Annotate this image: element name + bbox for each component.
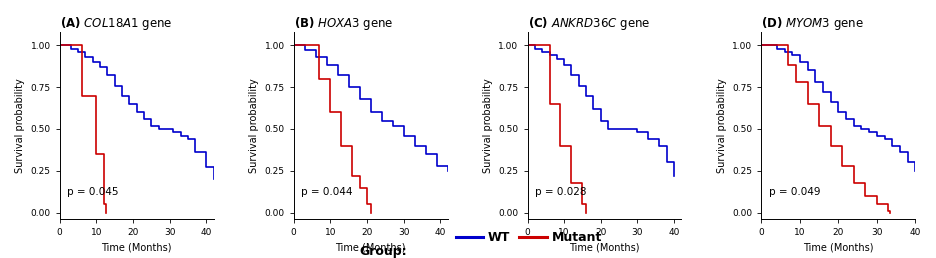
Text: p = 0.049: p = 0.049 (769, 187, 821, 197)
Legend: WT, Mutant: WT, Mutant (450, 226, 607, 249)
Y-axis label: Survival probability: Survival probability (717, 78, 726, 173)
Y-axis label: Survival probability: Survival probability (15, 78, 25, 173)
Text: Group:: Group: (359, 245, 407, 258)
Text: $\bf{(C)}$ $\it{ANKRD36C}$ gene: $\bf{(C)}$ $\it{ANKRD36C}$ gene (528, 15, 650, 32)
X-axis label: Time (Months): Time (Months) (101, 243, 172, 253)
Y-axis label: Survival probability: Survival probability (249, 78, 259, 173)
X-axis label: Time (Months): Time (Months) (569, 243, 639, 253)
Text: $\bf{(B)}$ $\it{HOXA3}$ gene: $\bf{(B)}$ $\it{HOXA3}$ gene (294, 15, 393, 32)
Text: $\bf{(A)}$ $\it{COL18A1}$ gene: $\bf{(A)}$ $\it{COL18A1}$ gene (60, 15, 172, 32)
X-axis label: Time (Months): Time (Months) (803, 243, 873, 253)
Text: p = 0.044: p = 0.044 (301, 187, 353, 197)
X-axis label: Time (Months): Time (Months) (335, 243, 406, 253)
Text: p = 0.045: p = 0.045 (67, 187, 119, 197)
Text: p = 0.028: p = 0.028 (535, 187, 587, 197)
Text: $\bf{(D)}$ $\it{MYOM3}$ gene: $\bf{(D)}$ $\it{MYOM3}$ gene (761, 15, 864, 32)
Y-axis label: Survival probability: Survival probability (483, 78, 493, 173)
